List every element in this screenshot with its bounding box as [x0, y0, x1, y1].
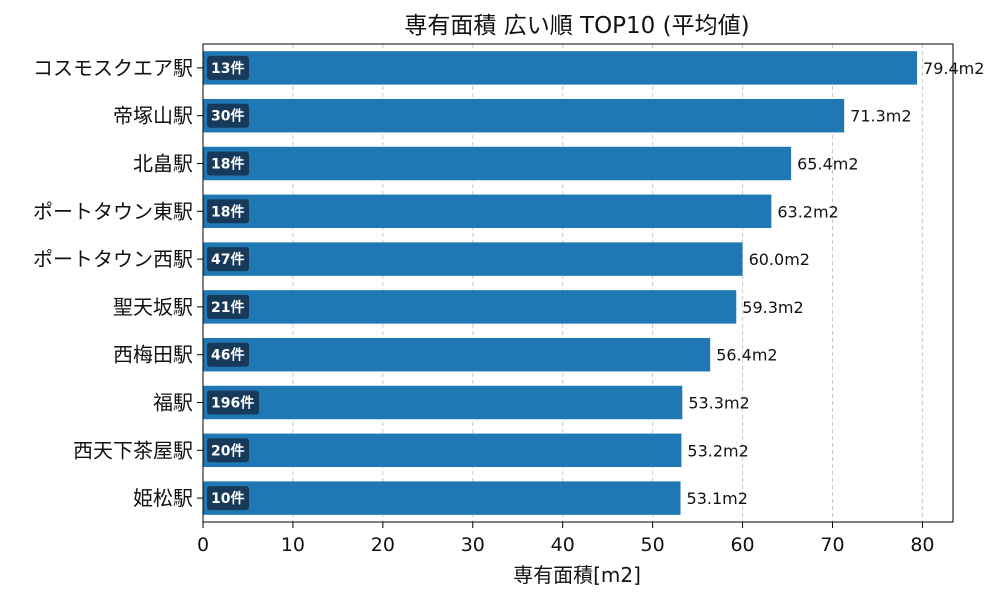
count-badge	[207, 390, 259, 415]
x-tick-label: 40	[551, 534, 575, 556]
count-label: 46件	[211, 347, 244, 364]
count-badge	[207, 486, 249, 511]
count-badge	[207, 247, 249, 272]
value-label: 56.4m2	[716, 346, 777, 365]
x-axis-label: 専有面積[m2]	[513, 563, 641, 587]
bar	[203, 385, 683, 420]
count-badge	[207, 55, 249, 80]
count-label: 18件	[211, 156, 244, 173]
value-label: 53.2m2	[687, 441, 748, 460]
bar	[203, 98, 845, 133]
count-label: 47件	[211, 251, 244, 268]
y-tick-label: 西天下茶屋駅	[73, 438, 193, 462]
x-tick-label: 20	[371, 534, 395, 556]
bar	[203, 194, 772, 229]
value-label: 71.3m2	[850, 107, 911, 126]
chart-title: 専有面積 広い順 TOP10 (平均値)	[404, 13, 749, 39]
count-badge	[207, 438, 249, 463]
axes: 0 10 20 30 40 50 60 70 80 コスモスクエア駅帝塚山駅北畠駅ポートタウン東駅…	[33, 56, 935, 556]
count-label: 196件	[211, 395, 254, 412]
bar	[203, 481, 681, 515]
y-tick-label: コスモスクエア駅	[33, 56, 193, 80]
count-label: 30件	[211, 108, 244, 125]
count-badge	[207, 199, 249, 224]
y-tick-label: 北畠駅	[133, 152, 193, 176]
value-label: 63.2m2	[777, 202, 838, 221]
count-badge	[207, 103, 249, 128]
count-label: 10件	[211, 490, 244, 507]
x-tick-label: 0	[197, 534, 209, 556]
value-label: 53.3m2	[688, 394, 749, 413]
x-tick-label: 80	[910, 534, 934, 556]
count-label: 20件	[211, 442, 244, 459]
y-tick-label: 福駅	[153, 391, 193, 415]
x-tick-label: 60	[730, 534, 754, 556]
y-tick-label: 西梅田駅	[113, 343, 193, 367]
count-label: 13件	[211, 60, 244, 77]
bars	[203, 51, 918, 515]
count-badge	[207, 342, 249, 367]
y-tick-label: ポートタウン西駅	[33, 247, 193, 271]
count-badge	[207, 151, 249, 176]
count-badge	[207, 294, 249, 319]
plot-frame	[202, 43, 954, 523]
bar	[203, 290, 737, 324]
y-tick-label: 聖天坂駅	[113, 295, 193, 319]
x-tick-label: 30	[461, 534, 485, 556]
value-label: 65.4m2	[797, 155, 858, 174]
y-tick-label: 帝塚山駅	[113, 104, 193, 128]
count-label: 18件	[211, 203, 244, 220]
value-label: 53.1m2	[687, 489, 748, 508]
value-label: 59.3m2	[742, 298, 803, 317]
x-tick-label: 10	[281, 534, 305, 556]
x-tick-label: 70	[820, 534, 844, 556]
value-label: 79.4m2	[923, 59, 984, 78]
bar	[203, 146, 792, 181]
bar	[203, 242, 743, 276]
y-tick-label: ポートタウン東駅	[33, 199, 193, 223]
bar	[203, 433, 682, 468]
y-tick-label: 姫松駅	[133, 486, 193, 510]
count-label: 21件	[211, 299, 244, 316]
labels: 13件 79.4m2 30件 71.3m2 18件 65.4m2 18件 63.2m2 47件 6…	[207, 55, 984, 511]
value-label: 60.0m2	[749, 250, 810, 269]
bar	[203, 337, 711, 372]
bar	[203, 51, 918, 85]
x-tick-label: 50	[641, 534, 665, 556]
